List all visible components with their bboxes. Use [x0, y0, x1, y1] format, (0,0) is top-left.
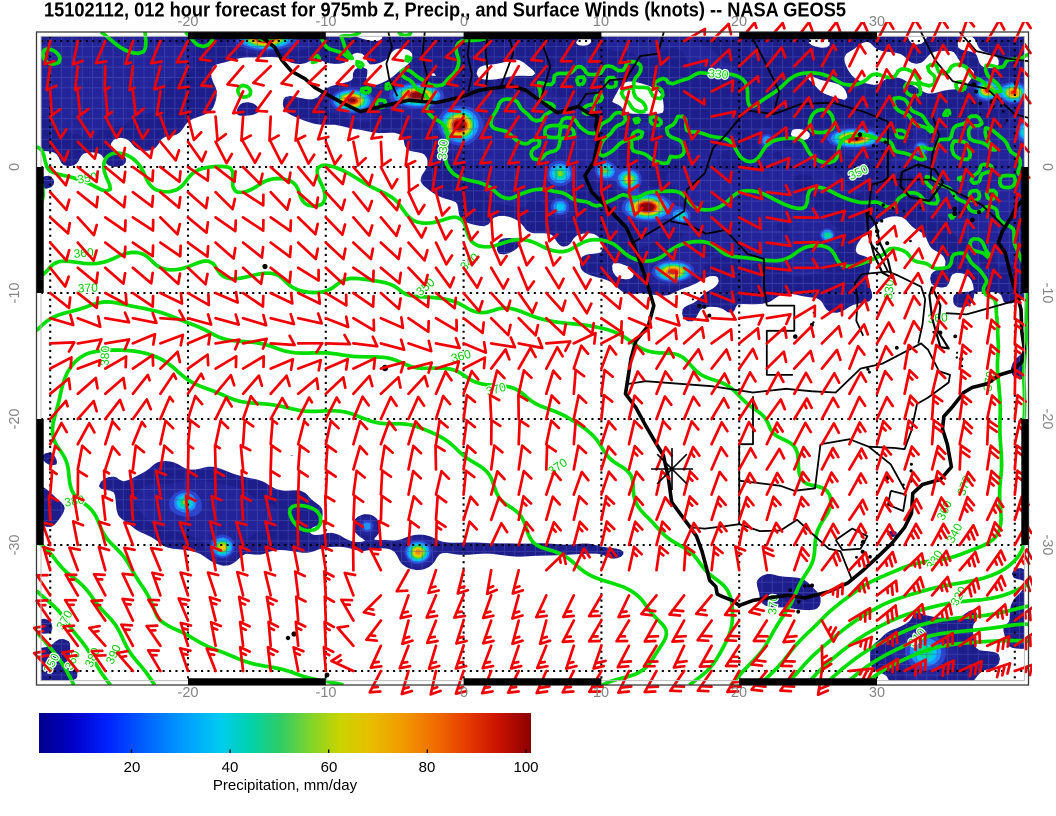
svg-text:370: 370 — [77, 280, 98, 295]
svg-text:15102112, 012 hour forecast fo: 15102112, 012 hour forecast for 975mb Z,… — [44, 0, 846, 22]
svg-text:-20: -20 — [7, 409, 23, 430]
svg-text:330: 330 — [708, 66, 729, 82]
svg-text:10: 10 — [593, 14, 609, 30]
svg-text:20: 20 — [731, 685, 747, 701]
svg-text:30: 30 — [869, 685, 885, 701]
svg-text:20: 20 — [124, 759, 141, 776]
svg-text:330: 330 — [435, 139, 451, 160]
svg-text:-10: -10 — [1039, 283, 1055, 304]
svg-text:40: 40 — [222, 759, 239, 776]
svg-text:10: 10 — [593, 685, 609, 701]
svg-text:60: 60 — [321, 759, 338, 776]
svg-text:-20: -20 — [178, 685, 199, 701]
svg-text:0: 0 — [460, 14, 468, 30]
svg-text:80: 80 — [419, 759, 436, 776]
svg-text:0: 0 — [460, 685, 468, 701]
svg-text:0: 0 — [1039, 163, 1055, 171]
svg-text:-30: -30 — [1039, 535, 1055, 556]
svg-text:20: 20 — [731, 14, 747, 30]
svg-text:-20: -20 — [178, 14, 199, 30]
svg-text:-10: -10 — [316, 14, 337, 30]
svg-text:0: 0 — [7, 163, 23, 171]
svg-text:30: 30 — [869, 14, 885, 30]
svg-text:100: 100 — [513, 759, 538, 776]
svg-text:-10: -10 — [316, 685, 337, 701]
svg-text:-10: -10 — [7, 283, 23, 304]
svg-text:Precipitation, mm/day: Precipitation, mm/day — [213, 777, 358, 794]
svg-text:350: 350 — [76, 169, 98, 186]
svg-text:-30: -30 — [7, 535, 23, 556]
svg-text:-20: -20 — [1039, 409, 1055, 430]
